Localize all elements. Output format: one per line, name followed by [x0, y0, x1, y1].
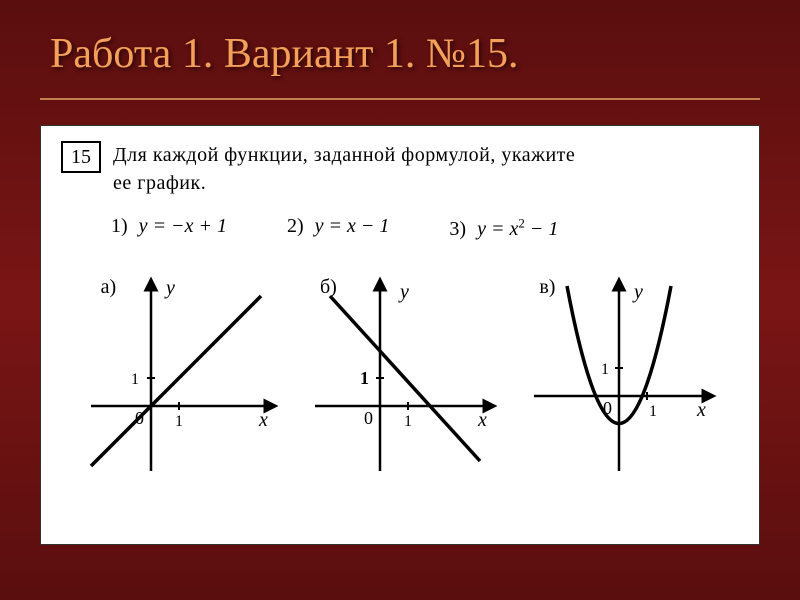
graph-b-svg: y x 0 1 1: [300, 276, 500, 476]
graph-b-label: б): [320, 276, 337, 299]
slide: Работа 1. Вариант 1. №15. 15 Для каждой …: [0, 0, 800, 600]
problem-text-line2: ее график.: [113, 172, 206, 194]
formulas-row: 1) y = −x + 1 2) y = x − 1 3) y = x2 − 1: [61, 215, 739, 241]
graph-c-ticky: 1: [601, 361, 609, 378]
problem-header: 15 Для каждой функции, заданной формулой…: [61, 141, 739, 197]
graph-a-curve: [91, 296, 261, 466]
graph-b: б) y x 0 1 1: [300, 276, 500, 476]
graph-c-svg: y x 0 1 1: [519, 276, 719, 476]
graph-a-origin: 0: [135, 408, 144, 428]
graph-c-label: в): [539, 276, 555, 299]
content-box: 15 Для каждой функции, заданной формулой…: [40, 125, 760, 545]
graphs-row: а) y x: [61, 276, 739, 476]
graph-b-xlabel: x: [477, 409, 487, 431]
graph-c: в) y x 0 1 1: [519, 276, 719, 476]
formula-3: 3) y = x2 − 1: [449, 215, 558, 241]
formula-3-num: 3): [449, 218, 466, 240]
graph-b-tickx: 1: [404, 413, 412, 430]
problem-text: Для каждой функции, заданной формулой, у…: [113, 141, 575, 197]
graph-b-curve: [330, 296, 480, 461]
problem-text-line1: Для каждой функции, заданной формулой, у…: [113, 144, 575, 166]
graph-b-origin: 0: [364, 408, 373, 428]
graph-a-xlabel: x: [258, 409, 268, 431]
graph-a-ylabel: y: [164, 277, 175, 299]
graph-c-xlabel: x: [696, 399, 706, 421]
formula-3-expr: y = x2 − 1: [477, 218, 558, 240]
problem-number: 15: [61, 141, 101, 173]
graph-a-svg: y x 0 1 1: [81, 276, 281, 476]
graph-b-ylabel: y: [398, 281, 409, 303]
formula-2-num: 2): [287, 215, 304, 237]
slide-title: Работа 1. Вариант 1. №15.: [40, 20, 760, 100]
formula-1: 1) y = −x + 1: [111, 215, 227, 241]
graph-c-tickx: 1: [649, 403, 657, 420]
graph-c-origin: 0: [603, 398, 612, 418]
graph-a-tickx: 1: [175, 413, 183, 430]
graph-c-ylabel: y: [632, 281, 643, 303]
graph-b-ticky: 1: [360, 368, 369, 388]
formula-2: 2) y = x − 1: [287, 215, 389, 241]
graph-a-ticky: 1: [131, 371, 139, 388]
graph-a-label: а): [101, 276, 117, 299]
formula-1-num: 1): [111, 215, 128, 237]
formula-2-expr: y = x − 1: [315, 215, 390, 237]
graph-a: а) y x: [81, 276, 281, 476]
formula-1-expr: y = −x + 1: [139, 215, 227, 237]
